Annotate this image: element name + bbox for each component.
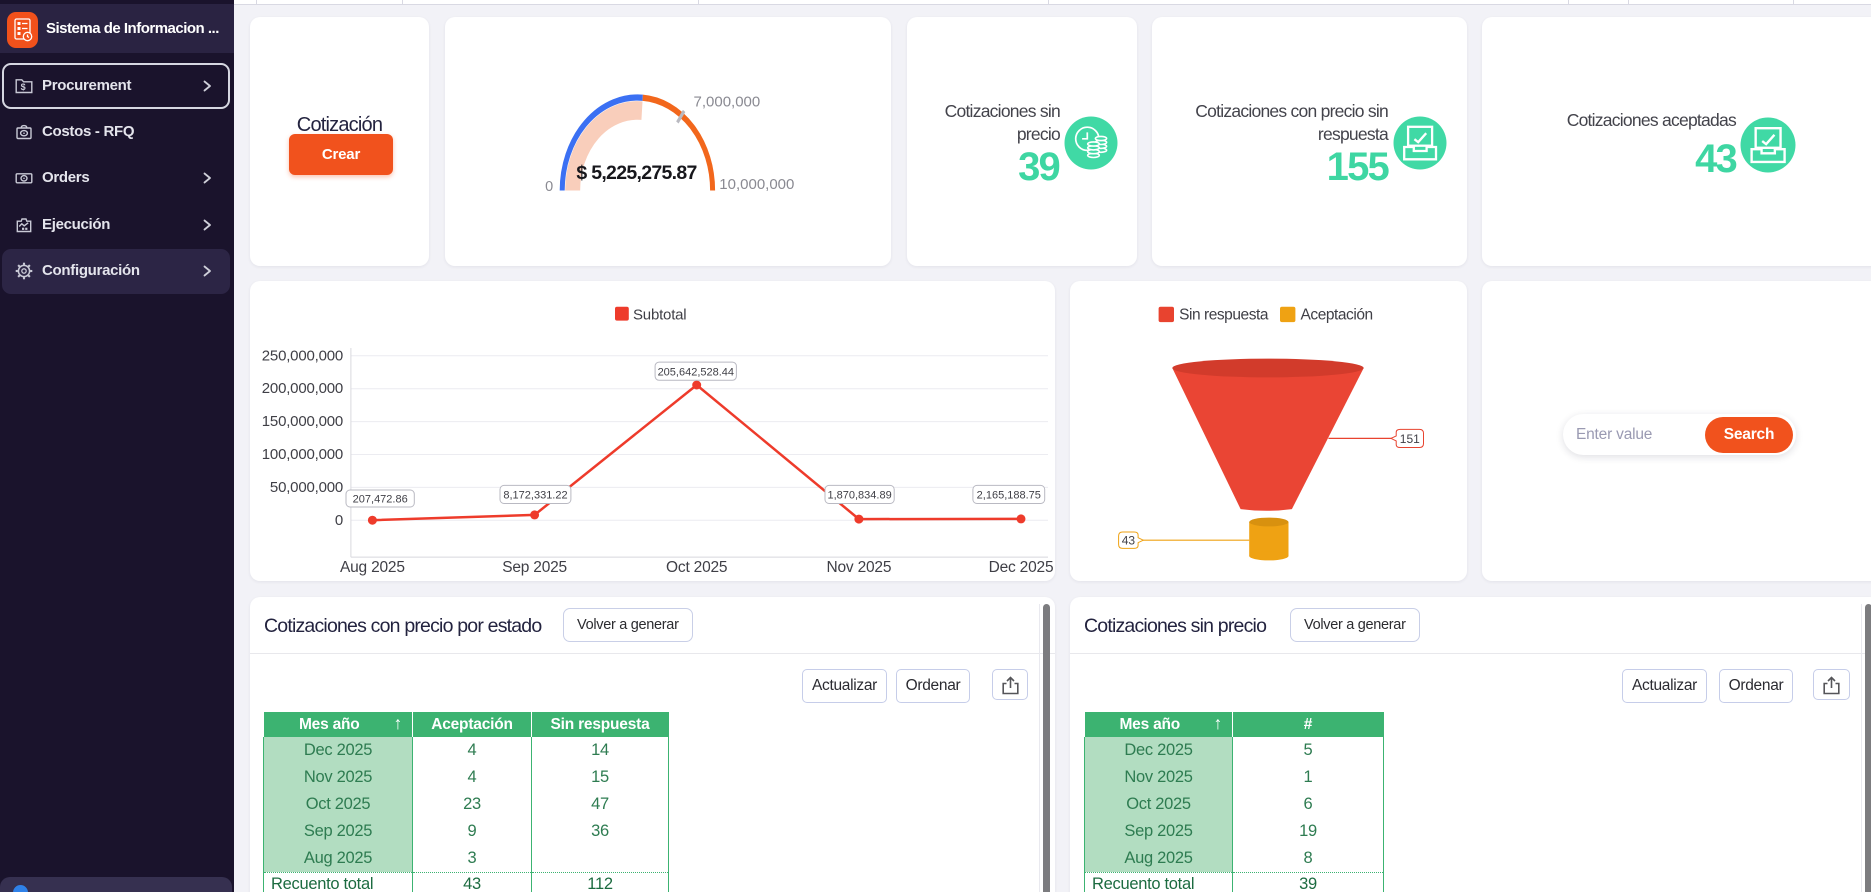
svg-text:Dec 2025: Dec 2025	[989, 559, 1054, 576]
svg-text:8,172,331.22: 8,172,331.22	[503, 490, 567, 502]
svg-text:$: $	[21, 82, 26, 92]
svg-text:7,000,000: 7,000,000	[694, 93, 761, 110]
svg-text:10,000,000: 10,000,000	[719, 176, 794, 193]
svg-text:50,000,000: 50,000,000	[270, 479, 343, 496]
svg-text:205,642,528.44: 205,642,528.44	[658, 366, 734, 378]
svg-text:0: 0	[335, 512, 343, 529]
svg-text:Aceptación: Aceptación	[1301, 306, 1373, 323]
svg-text:100,000,000: 100,000,000	[262, 446, 343, 463]
svg-text:43: 43	[1122, 534, 1136, 548]
svg-text:2,165,188.75: 2,165,188.75	[977, 490, 1041, 502]
svg-text:151: 151	[1400, 432, 1420, 446]
svg-text:$ 5,225,275.87: $ 5,225,275.87	[576, 162, 696, 184]
svg-text:Subtotal: Subtotal	[633, 306, 686, 323]
svg-text:Sep 2025: Sep 2025	[502, 559, 567, 576]
svg-text:150,000,000: 150,000,000	[262, 413, 343, 430]
svg-text:250,000,000: 250,000,000	[262, 347, 343, 364]
svg-text:Sin respuesta: Sin respuesta	[1179, 306, 1269, 323]
svg-text:0: 0	[545, 179, 553, 195]
svg-text:200,000,000: 200,000,000	[262, 380, 343, 397]
svg-text:1,870,834.89: 1,870,834.89	[827, 490, 891, 502]
svg-text:Oct 2025: Oct 2025	[666, 559, 727, 576]
svg-text:207,472.86: 207,472.86	[353, 494, 408, 506]
svg-text:Nov 2025: Nov 2025	[827, 559, 892, 576]
svg-text:Aug 2025: Aug 2025	[340, 559, 405, 576]
